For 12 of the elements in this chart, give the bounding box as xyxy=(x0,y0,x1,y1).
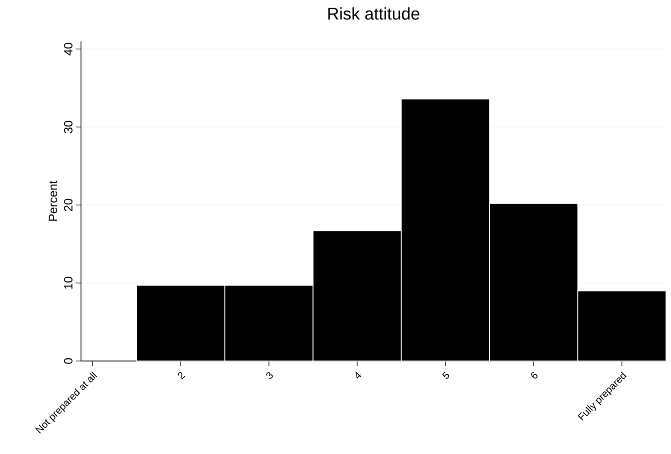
y-tick-label: 0 xyxy=(64,358,72,364)
x-tick-label: 4 xyxy=(356,372,362,378)
x-tick-label: 6 xyxy=(531,372,538,379)
y-tick-label: 30 xyxy=(64,120,72,134)
x-tick-label: 2 xyxy=(178,372,186,380)
y-tick-label: 10 xyxy=(64,276,72,289)
y-tick-label: 40 xyxy=(64,42,72,56)
x-tick-label: 5 xyxy=(442,372,450,379)
x-tick-label: 3 xyxy=(266,372,273,379)
y-axis-title: Percent xyxy=(48,180,58,221)
chart-title: Risk attitude xyxy=(328,7,420,20)
y-tick-label: 20 xyxy=(64,198,72,212)
